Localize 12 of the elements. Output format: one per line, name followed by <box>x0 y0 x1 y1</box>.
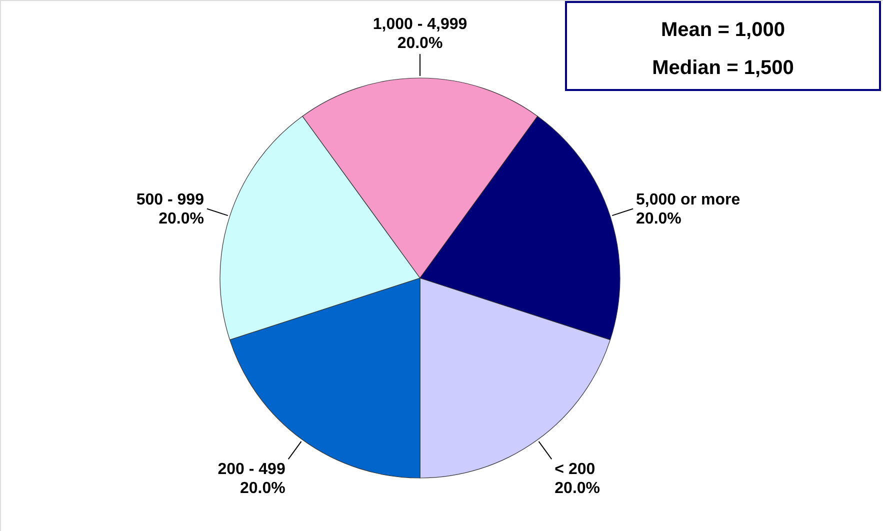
data-label: 20.0% <box>636 210 682 228</box>
text: Median = 1,500 <box>652 57 794 79</box>
slice-label: 1,000 - 4,999 <box>372 16 468 33</box>
slice-label: 5,000 or more <box>636 191 740 208</box>
text: Mean = 1,000 <box>661 19 785 41</box>
data-label: 20.0% <box>240 480 286 498</box>
slice-label: 500 - 999 <box>136 191 204 208</box>
data-label: 20.0% <box>158 210 204 228</box>
data-label: 20.0% <box>554 480 600 498</box>
data-label: 20.0% <box>397 35 443 52</box>
slice-label: 200 - 499 <box>218 461 286 478</box>
slice-label: < 200 <box>554 461 596 478</box>
